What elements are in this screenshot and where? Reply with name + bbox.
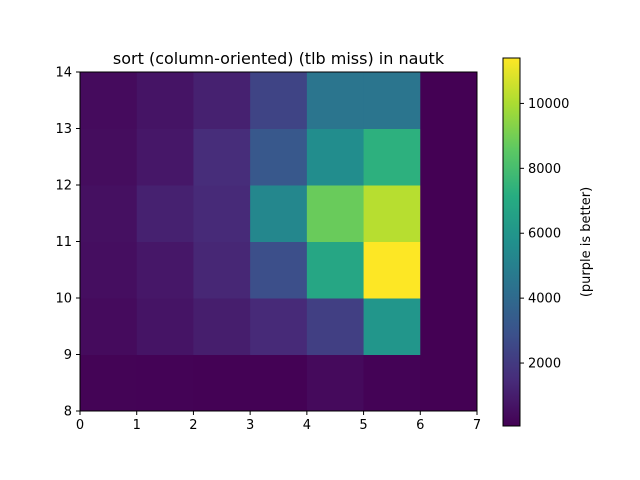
heatmap-cell (363, 128, 421, 186)
heatmap-cell (136, 72, 194, 129)
y-tick-label: 12 (55, 179, 72, 194)
heatmap-cell (80, 354, 138, 412)
colorbar-tick-label: 8000 (528, 162, 561, 177)
colorbar-gradient (502, 57, 521, 427)
colorbar-tick-label: 4000 (528, 292, 561, 307)
heatmap-cell (420, 298, 478, 355)
heatmap-cell (193, 185, 251, 242)
heatmap-cell (306, 241, 365, 299)
colorbar: 2000 4000 6000 8000 10000 (502, 57, 569, 427)
heatmap-cell (250, 241, 308, 299)
heatmap-cell (193, 354, 251, 412)
heatmap-cell (193, 241, 251, 299)
x-tick-label: 2 (189, 418, 197, 433)
heatmap-cell (80, 128, 138, 186)
heatmap-cell (250, 298, 308, 355)
x-tick-label: 7 (473, 418, 481, 433)
heatmap-cell (136, 185, 194, 242)
y-tick-label: 8 (64, 405, 72, 420)
heatmap-cell (306, 185, 365, 242)
x-tick-label: 5 (359, 418, 367, 433)
y-tick-label: 11 (55, 235, 72, 250)
y-tick-label: 10 (55, 292, 72, 307)
heatmap-cell (250, 354, 308, 412)
heatmap-cell (136, 128, 194, 186)
x-tick-label: 0 (76, 418, 84, 433)
heatmap-cell (420, 241, 478, 299)
y-tick-label: 14 (55, 66, 72, 81)
heatmap-cell (80, 72, 138, 129)
heatmap-cell (420, 72, 478, 129)
heatmap-cell (136, 354, 194, 412)
y-tick-label: 13 (55, 122, 72, 137)
chart-title: sort (column-oriented) (tlb miss) in nau… (113, 49, 445, 68)
heatmap-cell (136, 241, 194, 299)
x-tick-label: 6 (416, 418, 424, 433)
heatmap-cell (363, 298, 421, 355)
heatmap-cell (193, 72, 251, 129)
heatmap-cell (420, 185, 478, 242)
x-axis: 0 1 2 3 4 5 6 7 (76, 411, 481, 433)
x-tick-label: 4 (303, 418, 311, 433)
x-tick-label: 1 (133, 418, 141, 433)
colorbar-label: (purple is better) (579, 187, 594, 297)
heatmap-cell (193, 128, 251, 186)
x-tick-label: 3 (246, 418, 254, 433)
heatmap-cell (306, 298, 365, 355)
colorbar-tick-label: 10000 (528, 97, 569, 112)
heatmap-cell (363, 72, 421, 129)
heatmap-cell (420, 128, 478, 186)
heatmap-cell (420, 354, 478, 412)
y-axis: 8 9 10 11 12 13 14 (55, 66, 80, 420)
heatmap-cell (80, 185, 138, 242)
heatmap-cell (193, 298, 251, 355)
plot-area (79, 71, 478, 412)
heatmap-cell (80, 241, 138, 299)
heatmap-cell (250, 185, 308, 242)
heatmap-cell (363, 185, 421, 242)
heatmap-cell (306, 72, 365, 129)
heatmap-cell (250, 128, 308, 186)
heatmap-cell (80, 298, 138, 355)
heatmap-cell (363, 241, 421, 299)
heatmap-cell (306, 354, 365, 412)
y-tick-label: 9 (64, 348, 72, 363)
heatmap-cell (306, 128, 365, 186)
heatmap-cell (136, 298, 194, 355)
colorbar-tick-label: 6000 (528, 227, 561, 242)
heatmap-cell (250, 72, 308, 129)
colorbar-tick-label: 2000 (528, 357, 561, 372)
heatmap-cell (363, 354, 421, 412)
